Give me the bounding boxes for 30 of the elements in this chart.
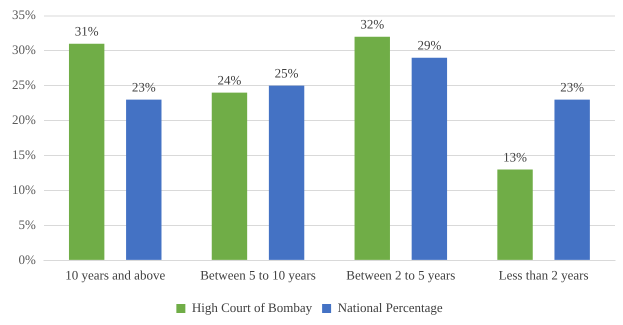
data-label: 24% <box>218 72 242 88</box>
data-label: 29% <box>417 38 442 53</box>
legend-label: National Percentage <box>338 300 443 315</box>
y-tick-label: 30% <box>12 42 36 58</box>
y-tick-label: 15% <box>12 146 36 162</box>
bar <box>354 36 390 260</box>
data-label: 23% <box>132 80 156 95</box>
bar <box>554 100 590 260</box>
bar <box>497 170 533 260</box>
bar <box>68 44 104 260</box>
legend-label: High Court of Bombay <box>192 300 313 315</box>
data-label: 31% <box>74 24 99 39</box>
y-tick-label: 0% <box>18 252 36 267</box>
data-label: 32% <box>360 16 384 32</box>
y-tick-label: 25% <box>12 77 36 92</box>
data-label: 25% <box>274 66 299 81</box>
y-tick-label: 5% <box>18 216 36 232</box>
bar <box>212 92 248 260</box>
data-label: 23% <box>560 80 584 95</box>
bar <box>412 58 448 260</box>
x-tick-label: 10 years and above <box>65 268 166 283</box>
x-tick-label: Less than 2 years <box>498 268 589 283</box>
y-tick-label: 20% <box>12 112 36 128</box>
y-tick-label: 35% <box>12 7 36 22</box>
x-tick-label: Between 5 to 10 years <box>200 268 316 283</box>
bar <box>268 86 304 260</box>
bar <box>126 100 162 260</box>
data-label: 13% <box>503 149 528 164</box>
x-tick-label: Between 2 to 5 years <box>346 268 456 283</box>
y-tick-label: 10% <box>12 182 36 197</box>
